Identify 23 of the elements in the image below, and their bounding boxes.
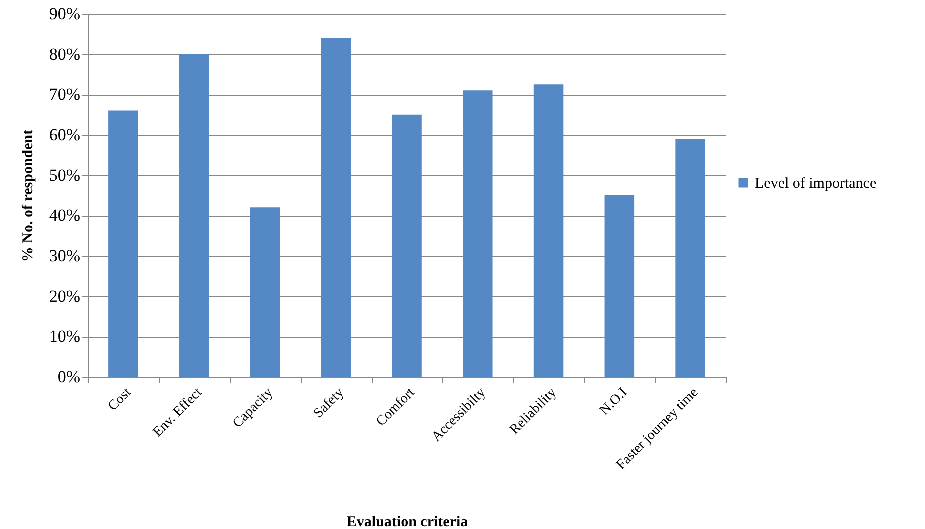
x-tick-label: Cost — [106, 385, 135, 414]
y-tick-label: 50% — [49, 166, 80, 185]
y-axis-title: % No. of respondent — [20, 130, 36, 262]
bar — [250, 208, 280, 377]
y-tick-label: 10% — [49, 327, 80, 346]
bar — [463, 90, 493, 377]
bar — [676, 139, 706, 377]
legend-label: Level of importance — [755, 176, 877, 192]
y-tick-label: 30% — [49, 246, 80, 266]
bar — [179, 54, 210, 377]
y-tick-label: 80% — [49, 44, 80, 64]
bar — [534, 84, 564, 377]
bar — [604, 196, 635, 377]
y-tick-label: 40% — [49, 206, 80, 226]
y-tick-label: 70% — [49, 85, 80, 104]
y-tick-label: 0% — [58, 368, 80, 386]
bar — [108, 110, 138, 377]
bar — [321, 38, 351, 377]
y-tick-label: 90% — [49, 4, 80, 24]
y-tick-label: 60% — [49, 126, 80, 144]
bar — [392, 114, 422, 377]
y-tick-label: 20% — [49, 286, 80, 306]
x-axis-title: Evaluation criteria — [346, 514, 469, 529]
